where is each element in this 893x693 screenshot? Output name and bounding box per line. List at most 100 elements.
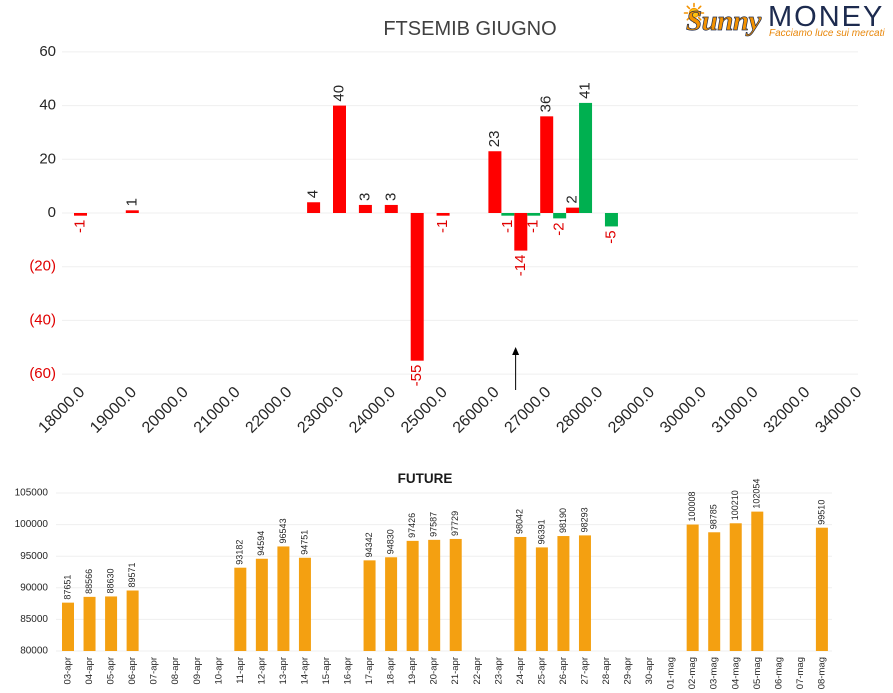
future-date-label: 22-apr — [472, 657, 483, 684]
future-date-label: 06-apr — [127, 657, 138, 684]
future-y-tick-label: 105000 — [15, 488, 49, 499]
future-date-label: 11-apr — [235, 657, 246, 684]
top-x-tick-label: 28000.0 — [553, 384, 606, 437]
arrow-head — [512, 347, 520, 355]
future-date-label: 08-mag — [816, 657, 827, 689]
future-value-label-11-apr: 93182 — [235, 540, 245, 565]
top-y-tick-label: 0 — [48, 204, 56, 221]
future-date-label: 08-apr — [170, 657, 181, 684]
future-value-label-08-mag: 99510 — [816, 500, 826, 525]
data-label-strike-24000: 3 — [382, 193, 399, 201]
future-bar-11-apr — [234, 567, 247, 651]
future-date-label: 03-mag — [709, 657, 720, 689]
future-chart-gridlines — [56, 492, 832, 652]
top-x-tick-label: 30000.0 — [657, 384, 710, 437]
future-bar-03-apr — [62, 602, 74, 651]
top-chart-y-axis: 60 40 20 0 (20) (40) (60) — [29, 43, 56, 382]
top-x-tick-label: 25000.0 — [398, 384, 451, 437]
future-date-label: 06-mag — [773, 657, 784, 689]
future-date-label: 18-apr — [386, 657, 397, 684]
future-date-label: 14-apr — [299, 657, 310, 684]
future-bar-04-mag — [729, 523, 742, 651]
ftsemib-chart-title: FTSEMIB GIUGNO — [383, 18, 556, 40]
price-marker-arrow — [512, 347, 520, 390]
data-label-strike-27250: -2 — [551, 222, 568, 235]
data-label-strike-27500: 2 — [564, 195, 581, 203]
future-bar-05-apr — [105, 596, 118, 651]
future-value-label-19-apr: 97426 — [407, 513, 417, 538]
future-date-label: 07-mag — [795, 657, 806, 689]
data-label-strike-28250: -5 — [602, 230, 619, 243]
future-chart-bars — [62, 511, 828, 651]
future-value-label-21-apr: 97729 — [450, 511, 460, 536]
future-y-tick-label: 85000 — [20, 614, 48, 625]
bar-strike-26500 — [514, 213, 528, 251]
top-x-tick-label: 21000.0 — [191, 384, 244, 437]
future-date-label: 04-mag — [730, 657, 741, 689]
bar-strike-23500 — [358, 204, 372, 213]
bar-strike-24500 — [410, 213, 424, 361]
future-date-label: 29-apr — [623, 657, 634, 684]
future-bar-02-mag — [686, 524, 699, 651]
sun-icon — [683, 2, 705, 24]
future-bar-24-apr — [514, 536, 527, 651]
future-value-label-04-apr: 88566 — [84, 569, 94, 594]
future-bar-14-apr — [298, 557, 311, 651]
future-value-label-13-apr: 96543 — [278, 518, 288, 543]
future-value-label-25-apr: 96391 — [536, 519, 546, 544]
bar-strike-19000 — [125, 210, 139, 213]
future-value-label-24-apr: 98042 — [515, 509, 525, 534]
future-bar-05-mag — [751, 511, 764, 651]
future-value-label-17-apr: 94342 — [364, 532, 374, 557]
future-y-tick-label: 95000 — [20, 551, 48, 562]
data-label-strike-26000: 23 — [486, 131, 503, 148]
future-chart-data-labels: 87651 88566 88630 89571 93182 94594 96543 94751… — [62, 479, 826, 600]
logo-brand-main: MONEY — [768, 1, 885, 33]
future-date-label: 17-apr — [364, 657, 375, 684]
future-value-label-20-apr: 97587 — [429, 512, 439, 537]
future-bar-19-apr — [406, 540, 419, 651]
future-date-label: 25-apr — [536, 657, 547, 684]
bar-strike-25000 — [436, 213, 450, 216]
data-label-strike-27750: 41 — [577, 82, 594, 99]
bar-strike-24000 — [384, 204, 398, 213]
future-y-tick-label: 90000 — [20, 582, 48, 593]
future-value-label-05-apr: 88630 — [105, 568, 115, 593]
future-bar-08-mag — [815, 527, 828, 651]
top-x-tick-label: 18000.0 — [35, 384, 88, 437]
future-date-label: 28-apr — [601, 657, 612, 684]
future-date-label: 02-mag — [687, 657, 698, 689]
future-bar-17-apr — [363, 560, 376, 651]
future-chart-title: FUTURE — [398, 471, 453, 486]
bar-strike-26250 — [501, 213, 515, 216]
future-bar-25-apr — [535, 547, 548, 651]
bar-strike-28250 — [604, 213, 618, 227]
future-value-label-18-apr: 94830 — [385, 529, 395, 554]
future-date-label: 24-apr — [515, 657, 526, 684]
future-value-label-03-mag: 98785 — [709, 504, 719, 529]
bar-strike-26000 — [488, 151, 502, 213]
future-value-label-04-mag: 100210 — [730, 490, 740, 520]
bar-strike-22500 — [307, 202, 321, 213]
top-x-tick-label: 27000.0 — [502, 384, 555, 437]
top-x-tick-label: 29000.0 — [605, 384, 658, 437]
top-y-tick-label: 40 — [39, 97, 56, 114]
data-label-strike-18000: -1 — [71, 220, 88, 233]
future-date-label: 12-apr — [256, 657, 267, 684]
top-x-tick-label: 22000.0 — [243, 384, 296, 437]
future-y-tick-label: 100000 — [15, 519, 49, 530]
data-label-strike-22500: 4 — [305, 190, 322, 198]
future-date-label: 13-apr — [278, 657, 289, 684]
future-value-label-05-mag: 102054 — [752, 479, 762, 509]
bar-strike-27500 — [566, 207, 580, 213]
future-bar-20-apr — [428, 539, 441, 651]
top-chart-x-axis: 18000.019000.020000.021000.022000.023000… — [35, 384, 865, 437]
future-value-label-06-apr: 89571 — [127, 562, 137, 587]
data-label-strike-26250: -1 — [499, 220, 516, 233]
top-x-tick-label: 20000.0 — [139, 384, 192, 437]
data-label-strike-23500: 3 — [356, 193, 373, 201]
future-chart-y-axis: 105000 100000 95000 90000 85000 80000 — [15, 488, 49, 657]
top-x-tick-label: 24000.0 — [346, 384, 399, 437]
bar-strike-27750 — [579, 102, 593, 213]
